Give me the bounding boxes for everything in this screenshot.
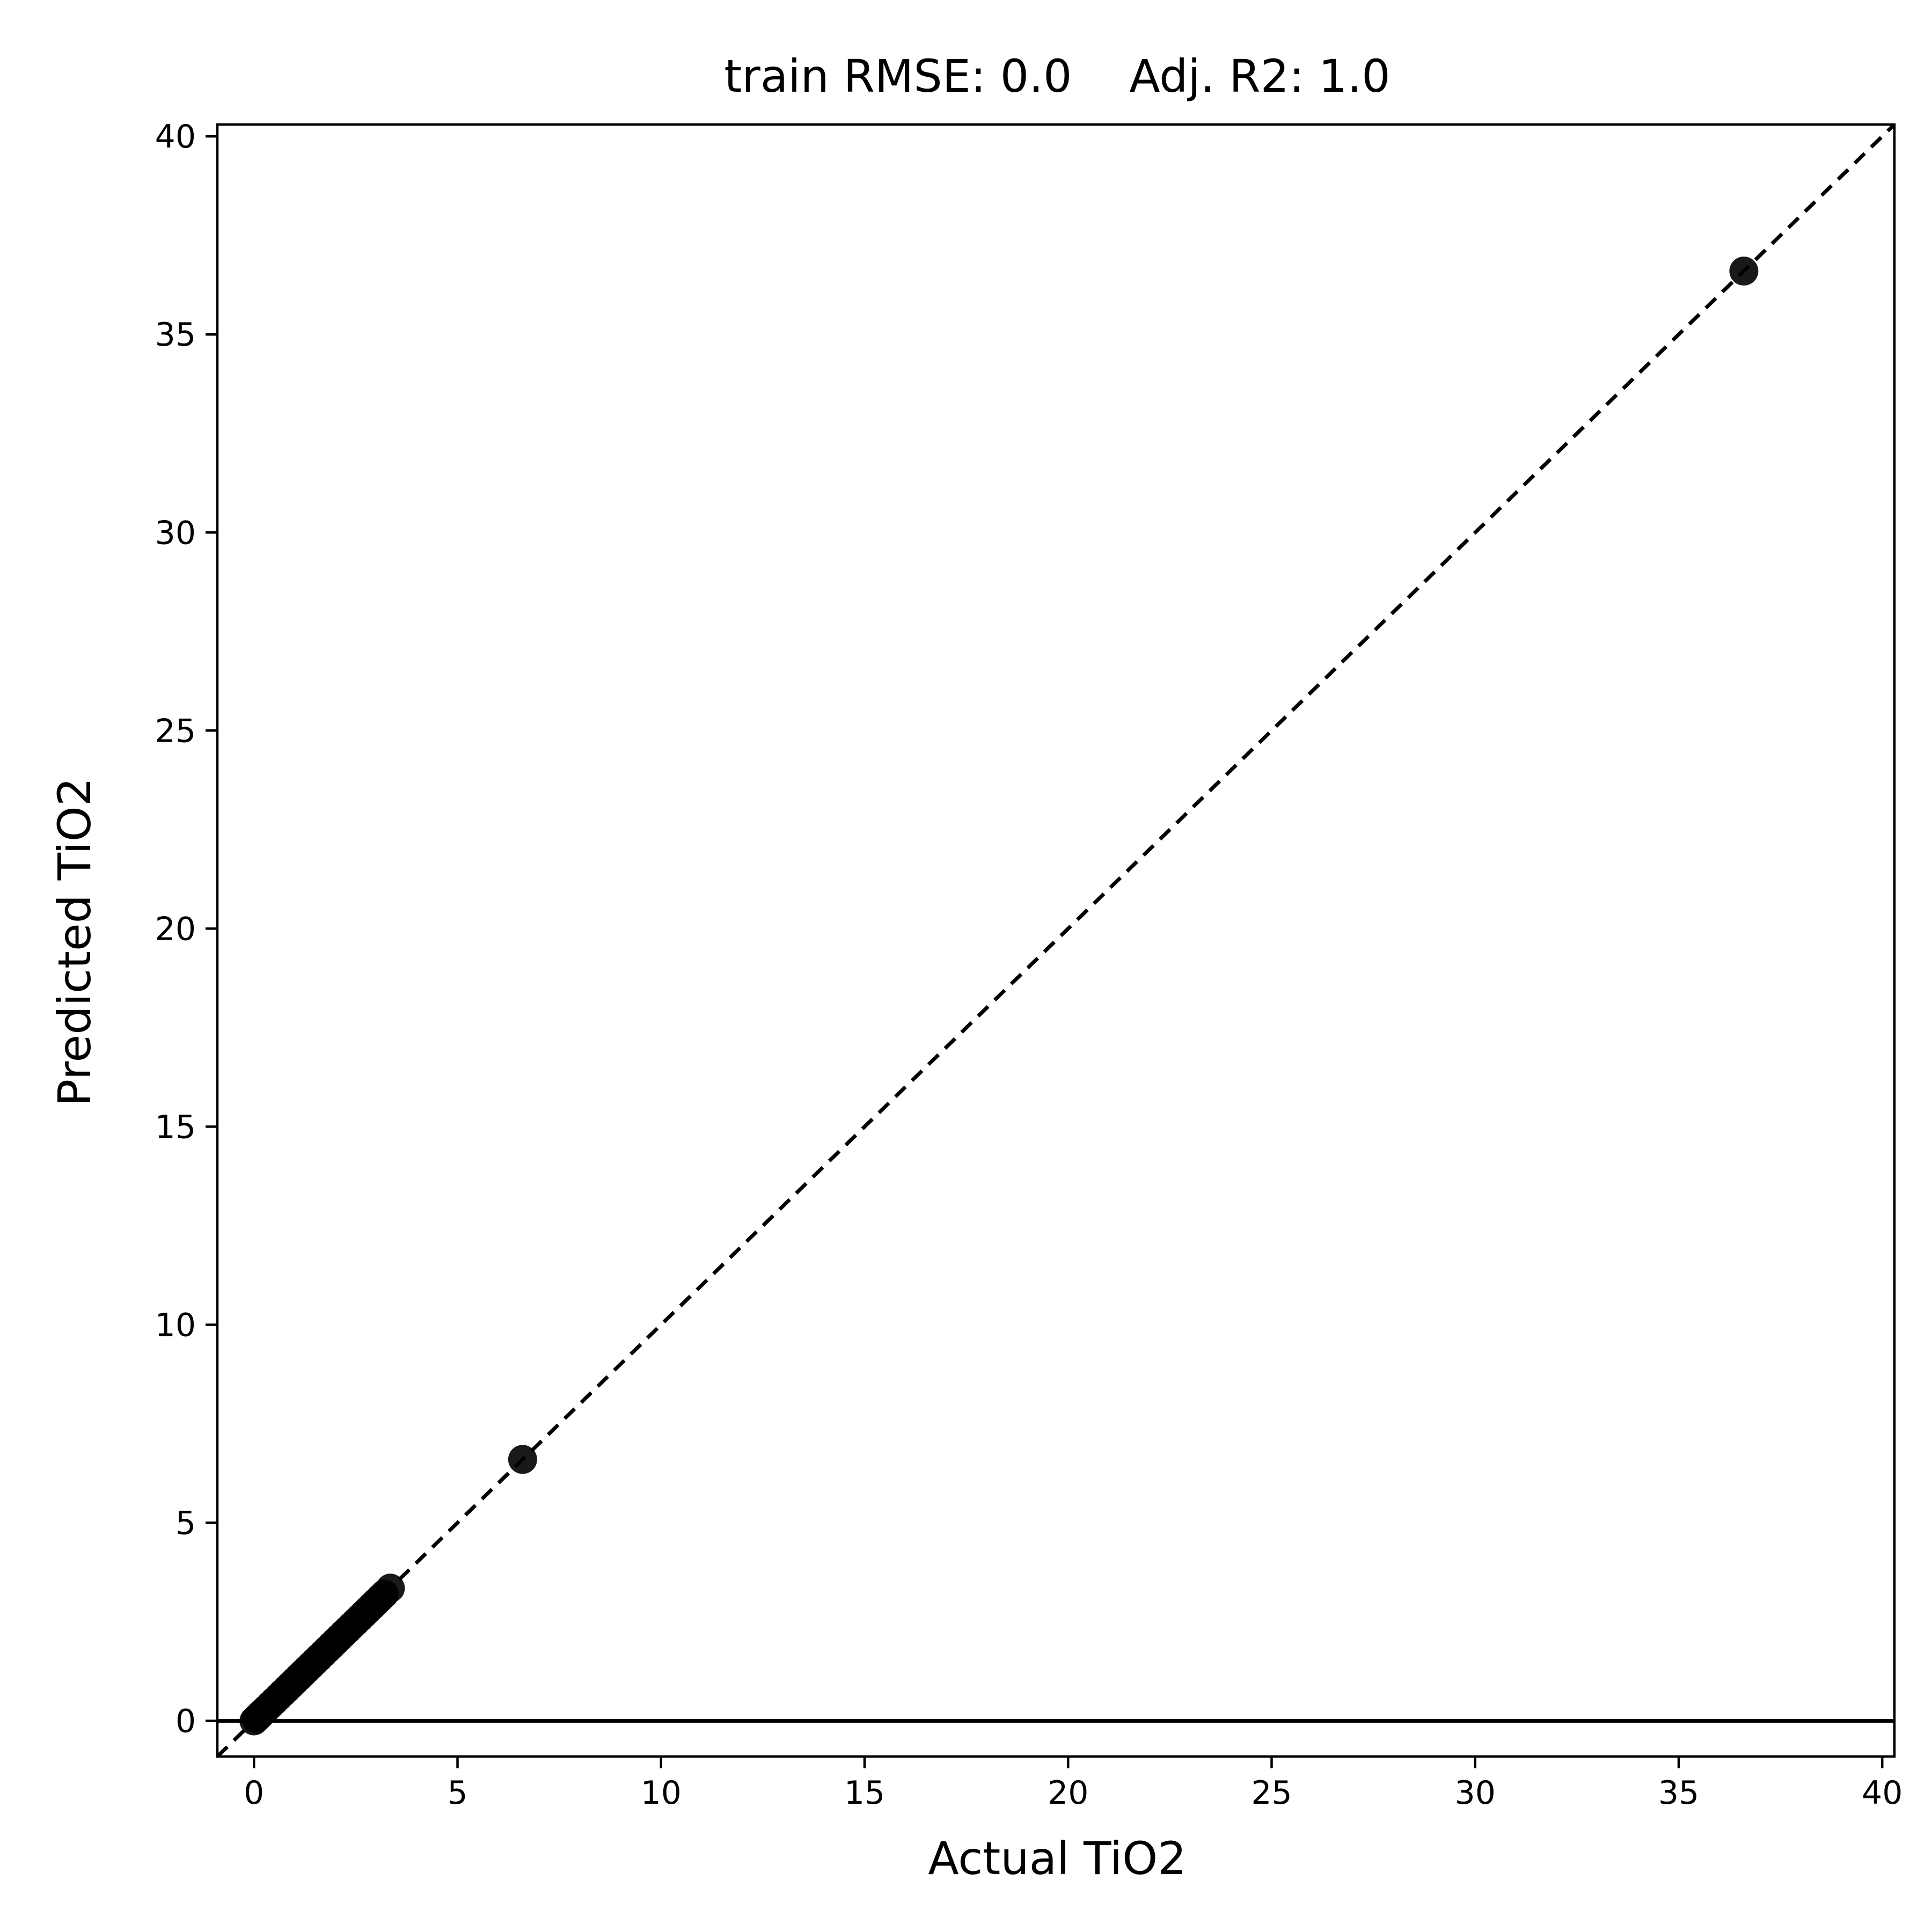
y-tick-label: 25 — [155, 712, 196, 750]
y-tick-label: 10 — [155, 1306, 196, 1344]
x-tick-label: 5 — [447, 1774, 467, 1812]
y-tick-label: 40 — [155, 118, 196, 156]
x-axis-ticks: 0 5 10 15 20 25 30 35 40 — [244, 1757, 1902, 1812]
x-tick-label: 20 — [1048, 1774, 1088, 1812]
plot-frame — [216, 123, 1896, 1758]
identity-line — [217, 125, 1894, 1757]
series-0 — [239, 257, 1759, 1736]
plot-area — [216, 123, 1896, 1758]
data-point — [508, 1445, 537, 1474]
y-tick-label: 30 — [155, 514, 196, 552]
x-tick-label: 25 — [1251, 1774, 1292, 1812]
plot-inner — [217, 125, 1894, 1757]
x-tick-label: 15 — [844, 1774, 885, 1812]
y-tick-label: 35 — [155, 316, 196, 354]
y-axis-ticks: 0 5 10 15 20 25 30 35 40 — [155, 118, 217, 1740]
y-tick-label: 0 — [175, 1703, 196, 1740]
x-tick-label: 35 — [1658, 1774, 1699, 1812]
y-tick-label: 5 — [175, 1505, 196, 1542]
y-tick-label: 15 — [155, 1108, 196, 1146]
data-point — [376, 1574, 405, 1603]
y-axis-label: Predicted TiO2 — [48, 778, 101, 1107]
chart-title: train RMSE: 0.0 Adj. R2: 1.0 — [724, 50, 1390, 103]
data-point — [1729, 257, 1759, 286]
x-axis-label: Actual TiO2 — [928, 1832, 1186, 1885]
x-tick-label: 0 — [244, 1774, 264, 1812]
x-tick-label: 40 — [1862, 1774, 1902, 1812]
x-tick-label: 30 — [1455, 1774, 1496, 1812]
y-tick-label: 20 — [155, 910, 196, 948]
x-tick-label: 10 — [641, 1774, 682, 1812]
